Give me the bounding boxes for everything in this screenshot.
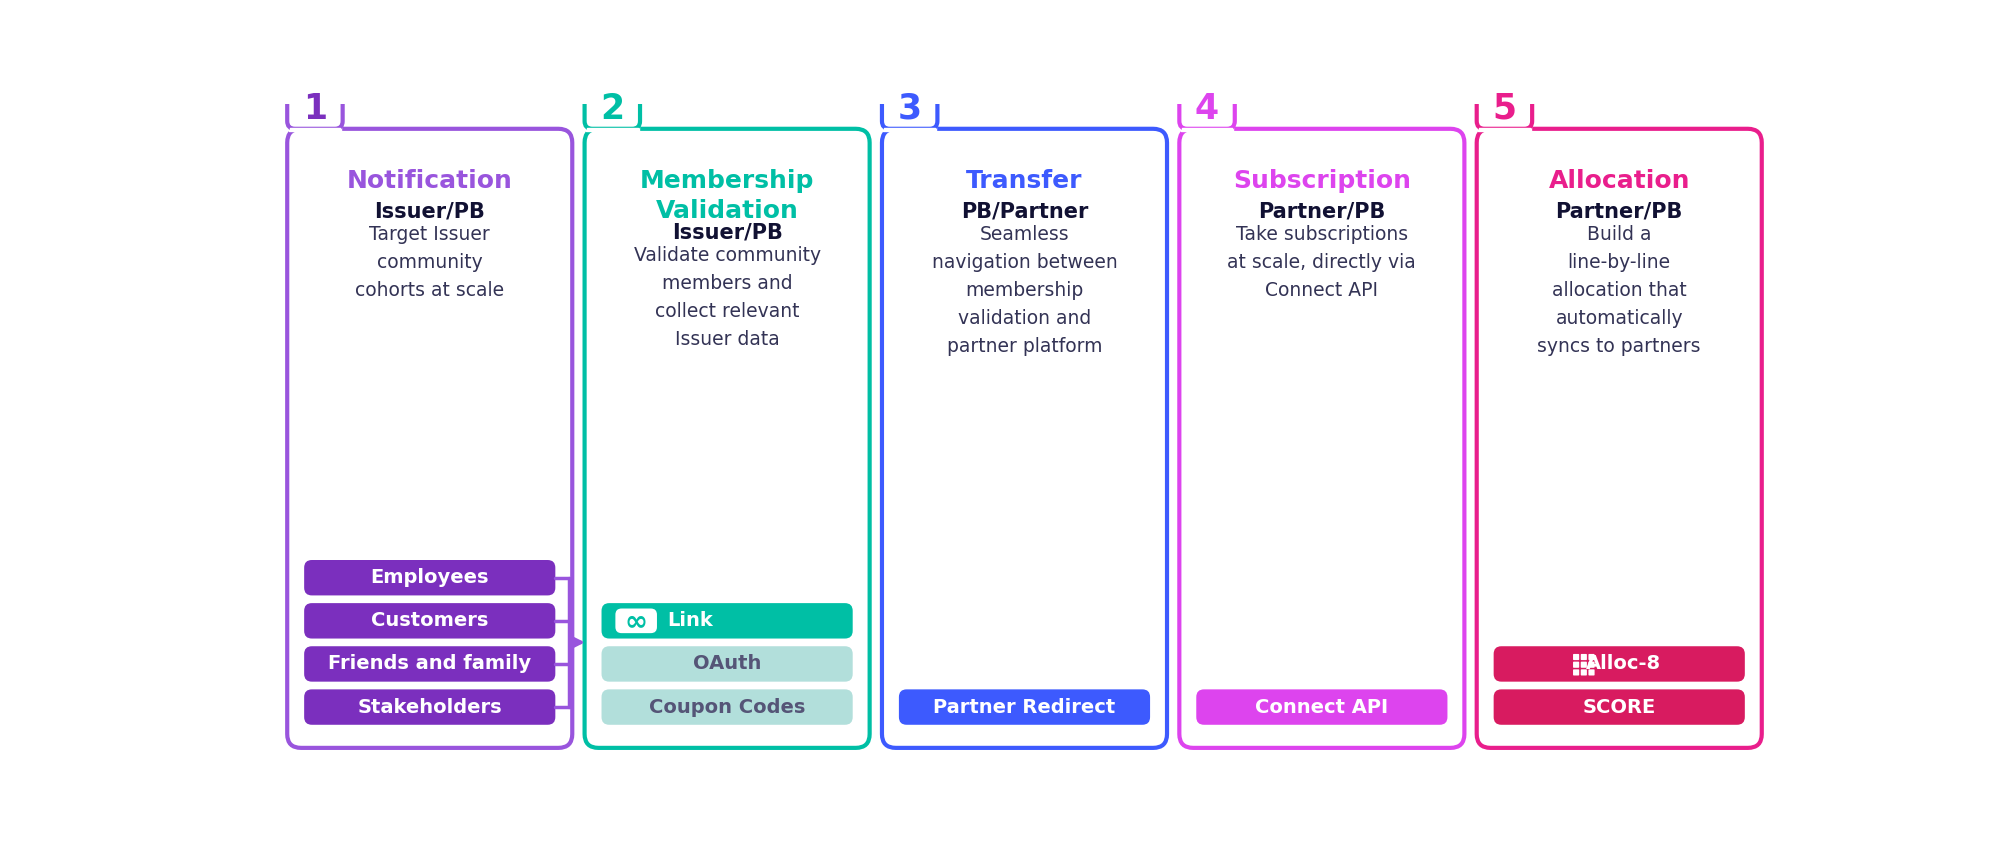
Text: Seamless
navigation between
membership
validation and
partner platform: Seamless navigation between membership v…	[931, 225, 1117, 356]
Text: Take subscriptions
at scale, directly via
Connect API: Take subscriptions at scale, directly vi…	[1227, 225, 1415, 300]
Text: 1: 1	[304, 92, 328, 126]
FancyBboxPatch shape	[288, 128, 571, 748]
FancyBboxPatch shape	[304, 689, 555, 725]
Text: Partner Redirect: Partner Redirect	[933, 698, 1115, 717]
Text: Issuer/PB: Issuer/PB	[671, 223, 781, 243]
Text: Coupon Codes: Coupon Codes	[649, 698, 805, 717]
Text: Stakeholders: Stakeholders	[358, 698, 501, 717]
FancyBboxPatch shape	[1179, 89, 1235, 128]
FancyBboxPatch shape	[1580, 669, 1586, 675]
FancyBboxPatch shape	[1179, 128, 1465, 748]
FancyBboxPatch shape	[288, 89, 342, 128]
Text: SCORE: SCORE	[1582, 698, 1654, 717]
Text: 5: 5	[1493, 92, 1516, 126]
Text: Connect API: Connect API	[1255, 698, 1389, 717]
FancyBboxPatch shape	[1493, 689, 1744, 725]
Text: Employees: Employees	[370, 569, 490, 588]
Text: Customers: Customers	[372, 611, 488, 630]
Text: Subscription: Subscription	[1233, 169, 1411, 193]
Text: Partner/PB: Partner/PB	[1257, 202, 1385, 222]
FancyBboxPatch shape	[304, 560, 555, 595]
Text: Target Issuer
community
cohorts at scale: Target Issuer community cohorts at scale	[356, 225, 503, 300]
FancyBboxPatch shape	[1580, 661, 1586, 667]
FancyBboxPatch shape	[1572, 661, 1578, 667]
Text: Membership
Validation: Membership Validation	[639, 169, 813, 222]
FancyBboxPatch shape	[304, 603, 555, 639]
FancyBboxPatch shape	[583, 89, 639, 128]
Text: Notification: Notification	[346, 169, 511, 193]
FancyBboxPatch shape	[1477, 128, 1760, 748]
Text: Alloc-8: Alloc-8	[1586, 654, 1660, 674]
FancyBboxPatch shape	[899, 689, 1149, 725]
FancyBboxPatch shape	[1580, 654, 1586, 660]
Text: Issuer/PB: Issuer/PB	[374, 202, 486, 222]
Text: OAuth: OAuth	[693, 654, 761, 674]
Text: Build a
line-by-line
allocation that
automatically
syncs to partners: Build a line-by-line allocation that aut…	[1536, 225, 1700, 356]
FancyBboxPatch shape	[1572, 654, 1578, 660]
Text: Validate community
members and
collect relevant
Issuer data: Validate community members and collect r…	[633, 246, 821, 349]
Text: Friends and family: Friends and family	[328, 654, 531, 674]
FancyBboxPatch shape	[583, 128, 869, 748]
FancyBboxPatch shape	[1477, 89, 1530, 128]
FancyBboxPatch shape	[1493, 647, 1744, 681]
Text: 4: 4	[1195, 92, 1219, 126]
FancyBboxPatch shape	[881, 128, 1167, 748]
FancyBboxPatch shape	[615, 608, 657, 633]
Text: Transfer: Transfer	[965, 169, 1083, 193]
FancyBboxPatch shape	[601, 647, 853, 681]
FancyBboxPatch shape	[601, 689, 853, 725]
Text: 3: 3	[897, 92, 921, 126]
Text: Link: Link	[667, 611, 713, 630]
FancyBboxPatch shape	[1588, 661, 1594, 667]
FancyBboxPatch shape	[1588, 669, 1594, 675]
FancyBboxPatch shape	[1588, 654, 1594, 660]
FancyBboxPatch shape	[1572, 669, 1578, 675]
FancyBboxPatch shape	[601, 603, 853, 639]
FancyBboxPatch shape	[304, 647, 555, 681]
Text: PB/Partner: PB/Partner	[961, 202, 1087, 222]
FancyBboxPatch shape	[881, 89, 937, 128]
Text: ∞: ∞	[623, 607, 647, 635]
Text: Allocation: Allocation	[1548, 169, 1688, 193]
FancyBboxPatch shape	[1195, 689, 1447, 725]
Text: 2: 2	[599, 92, 623, 126]
Text: Partner/PB: Partner/PB	[1554, 202, 1682, 222]
